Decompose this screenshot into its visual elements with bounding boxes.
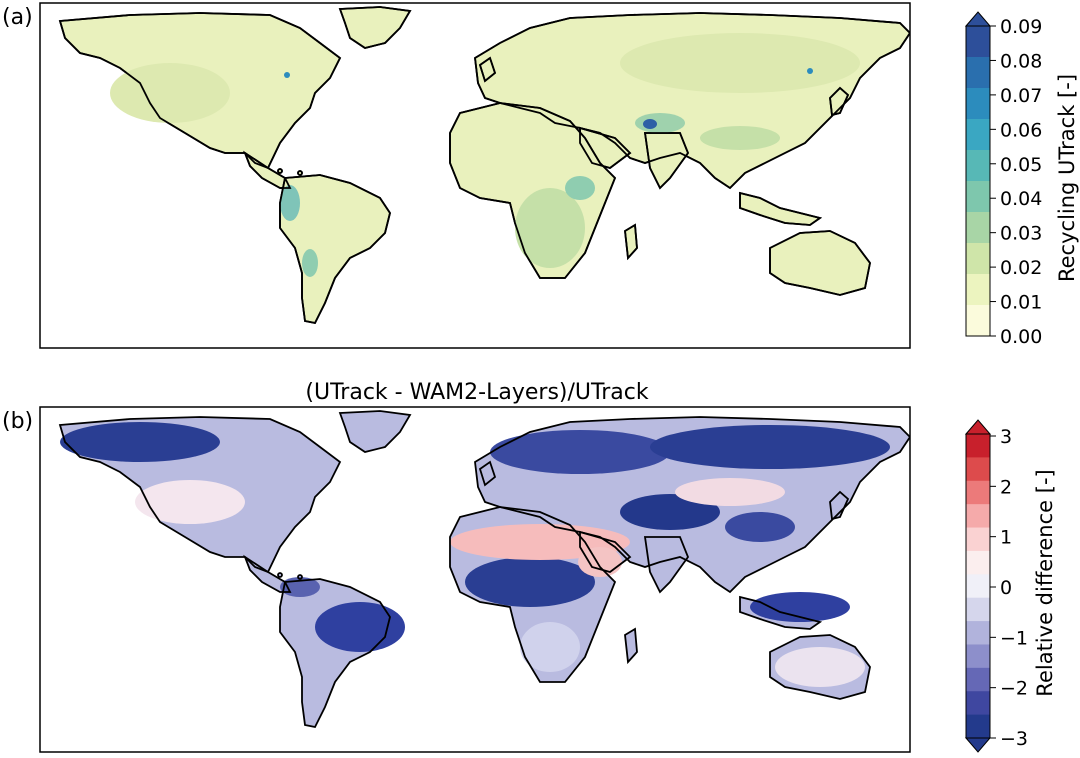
colorbar-swatch xyxy=(966,621,990,645)
colorbar-tick-label: 0.02 xyxy=(1000,257,1042,279)
colorbar-swatch xyxy=(966,26,990,58)
colorbar-tick-label: −1 xyxy=(1000,627,1028,649)
panel-b-title: (UTrack - WAM2-Layers)/UTrack xyxy=(305,380,648,405)
colorbar-swatch xyxy=(966,457,990,482)
colorbar-tick-label: 0.04 xyxy=(1000,188,1042,210)
colorbar-swatch xyxy=(966,527,990,552)
colorbar-swatch xyxy=(966,305,990,337)
colorbar-tick-label: 0.09 xyxy=(1000,16,1042,38)
colorbar-a: 0.09 0.08 0.07 0.06 0.05 0.04 0.03 0.02 0.01 0.00 xyxy=(964,11,1042,348)
colorbar-tick-label: 0.03 xyxy=(1000,223,1042,245)
colorbar-swatch xyxy=(966,644,990,669)
colorbar-swatch xyxy=(966,480,990,505)
colorbar-tick-label: 0.01 xyxy=(1000,292,1042,314)
colorbar-swatch xyxy=(966,504,990,529)
colorbar-tick-label: 0 xyxy=(1000,577,1012,599)
colorbar-tick-label: −2 xyxy=(1000,678,1028,700)
colorbar-swatch xyxy=(966,597,990,622)
panel-a-map xyxy=(39,2,911,349)
panel-b-map xyxy=(39,406,911,753)
colorbar-tick-label: 3 xyxy=(1000,426,1012,448)
colorbar-swatch xyxy=(966,57,990,89)
colorbar-tick-label: 0.07 xyxy=(1000,85,1042,107)
colorbar-b: 3 2 1 0 −1 −2 −3 xyxy=(964,419,1028,753)
colorbar-swatch xyxy=(966,667,990,692)
colorbar-swatch xyxy=(966,714,990,739)
colorbar-swatch xyxy=(966,574,990,599)
colorbar-tick-label: 0.00 xyxy=(1000,326,1042,348)
colorbar-swatch xyxy=(966,150,990,182)
panel-a-label: (a) xyxy=(2,5,33,30)
colorbar-swatch xyxy=(966,550,990,575)
colorbar-tick-label: 1 xyxy=(1000,527,1012,549)
colorbar-swatch xyxy=(966,691,990,716)
colorbar-swatch xyxy=(966,119,990,151)
colorbar-tick-label: 2 xyxy=(1000,476,1012,498)
colorbar-tick-label: −3 xyxy=(1000,728,1028,750)
colorbar-tick-label: 0.06 xyxy=(1000,119,1042,141)
colorbar-tick-label: 0.05 xyxy=(1000,154,1042,176)
colorbar-a-label: Recycling UTrack [-] xyxy=(1055,74,1079,282)
colorbar-swatch xyxy=(966,212,990,244)
panel-b-label: (b) xyxy=(2,409,33,434)
patch xyxy=(110,63,230,123)
colorbar-swatch xyxy=(966,274,990,306)
colorbar-swatch xyxy=(966,88,990,120)
colorbar-b-label: Relative difference [-] xyxy=(1033,469,1057,696)
colorbar-swatch xyxy=(966,243,990,275)
colorbar-swatch xyxy=(966,434,990,458)
colorbar-swatch xyxy=(966,181,990,213)
colorbar-tick-label: 0.08 xyxy=(1000,50,1042,72)
